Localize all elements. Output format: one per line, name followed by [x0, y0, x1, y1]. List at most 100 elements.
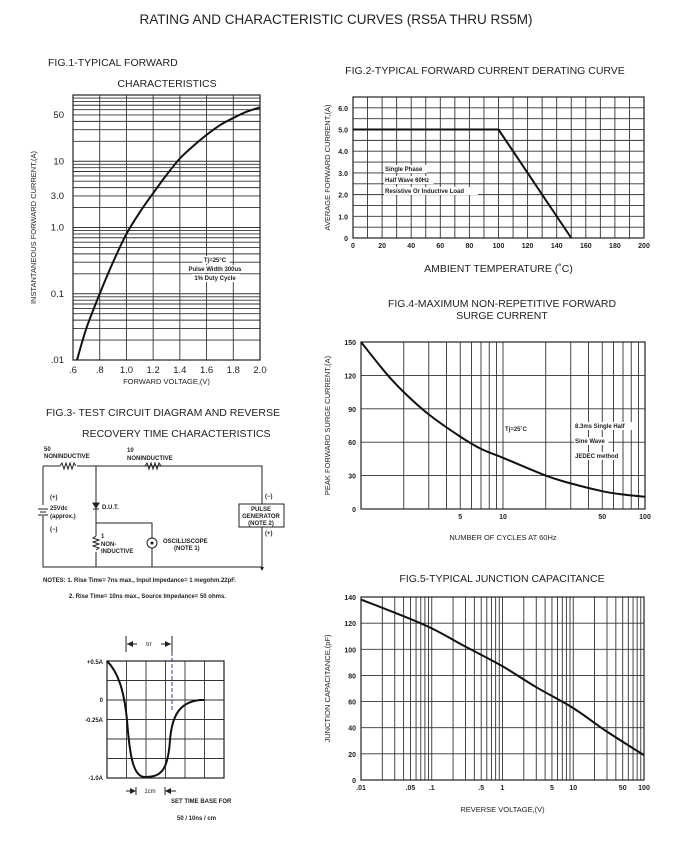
trr-dimension [125, 636, 173, 652]
x-tick-label: 50 [619, 785, 627, 792]
y-tick-label: 0 [352, 778, 356, 785]
fig3-test-circuit: FIG.3- TEST CIRCUIT DIAGRAM AND REVERSE … [38, 407, 285, 600]
x-tick-label: .6 [69, 365, 77, 376]
x-tick-label: 100 [638, 785, 650, 792]
r1-type: NONINDUCTIVE [44, 454, 90, 460]
battery-icon [38, 508, 48, 516]
x-axis-title: NUMBER OF CYCLES AT 60Hz [449, 533, 556, 542]
r1-value: 50 [44, 447, 51, 453]
r3-value: 1 [101, 534, 105, 540]
circuit-inner-wires [95, 466, 153, 567]
x-tick-label: 1 [501, 785, 505, 792]
fig2-derating-curve-chart: FIG.2-TYPICAL FORWARD CURRENT DERATING C… [323, 65, 650, 275]
x-tick-label: 10 [569, 785, 577, 792]
scale-label: 1cm [144, 789, 155, 795]
note-2: 2. Rise Time= 10ns max., Source Impedanc… [69, 594, 226, 600]
pulse-gen-plus: (+) [265, 531, 273, 537]
y-tick-label: 90 [348, 407, 356, 414]
y-tick-label: 2.0 [338, 193, 348, 200]
y-tick-label: 50 [53, 110, 64, 121]
battery-approx: (approx.) [50, 514, 76, 520]
r2-value: 10 [127, 448, 134, 454]
chart-annotation: Sine Wave [575, 439, 605, 445]
chart-annotation: Tj=25°C [204, 258, 227, 264]
fig5-junction-capacitance-chart: FIG.5-TYPICAL JUNCTION CAPACITANCE .01 .0… [323, 573, 650, 814]
fig5-title: FIG.5-TYPICAL JUNCTION CAPACITANCE [399, 573, 604, 585]
y-tick-label: 0 [352, 507, 356, 514]
x-tick-label: 200 [638, 243, 650, 250]
y-tick-label: 10 [53, 156, 64, 167]
x-tick-label: 100 [639, 514, 651, 521]
x-tick-label: 60 [436, 243, 444, 250]
plot-frame [360, 596, 645, 781]
waveform-frame [106, 660, 225, 779]
wave-y-label-plus05: +0.5A [87, 660, 104, 666]
x-tick-label: 5 [458, 514, 462, 521]
pulse-gen-line2: GENERATOR [242, 514, 280, 520]
y-tick-label: 30 [348, 474, 356, 481]
x-tick-label: 100 [493, 243, 505, 250]
chart-annotation: 1% Duty Cycle [194, 276, 236, 282]
series-curve [76, 106, 261, 361]
x-tick-label: 5 [550, 785, 554, 792]
x-tick-label: 180 [609, 243, 621, 250]
trr-label: trr [146, 642, 152, 648]
annotation-background [574, 437, 609, 445]
annotation-background [574, 452, 620, 460]
y-tick-label: 60 [348, 440, 356, 447]
x-tick-label: .01 [356, 785, 366, 792]
x-tick-label: .8 [96, 365, 104, 376]
fig4-surge-current-chart: FIG.4-MAXIMUM NON-REPETITIVE FORWARD SUR… [323, 298, 651, 542]
plot-frame [352, 96, 645, 239]
timebase-line2: 50 / 10ns / cm [177, 816, 216, 822]
y-tick-label: 150 [344, 340, 356, 347]
annotation-background [574, 422, 638, 430]
annotation-background [202, 256, 230, 264]
y-tick-label: 1.0 [51, 223, 64, 234]
resistor-50-icon [59, 461, 77, 471]
wave-y-label-minus1: -1.0A [88, 776, 103, 782]
resistor-10-icon [144, 461, 162, 471]
x-axis-title: REVERSE VOLTAGE,(V) [460, 805, 545, 814]
x-tick-label: 1.4 [173, 365, 186, 376]
annotation-background [384, 187, 478, 195]
chart-annotation: Resistive Or Inductive Load [385, 189, 464, 195]
x-tick-label: 80 [466, 243, 474, 250]
chart-annotation-tj: Tj=25˚C [505, 426, 528, 433]
y-axis-title: JUNCTION CAPACITANCE,(pF) [323, 634, 332, 743]
y-tick-label: 3.0 [338, 171, 348, 178]
fig4-title-line1: FIG.4-MAXIMUM NON-REPETITIVE FORWARD [388, 298, 617, 310]
x-tick-label: 1.8 [227, 365, 240, 376]
oscilloscope-note: (NOTE 1) [174, 546, 200, 552]
circuit-wires [42, 465, 263, 568]
x-tick-label: 1.2 [147, 365, 160, 376]
x-tick-label: .5 [478, 785, 484, 792]
x-tick-label: 20 [378, 243, 386, 250]
chart-annotation: JEDEC method [575, 454, 619, 460]
x-tick-label: 160 [580, 243, 592, 250]
pulse-gen-minus: (−) [265, 494, 273, 500]
plot-frame [72, 94, 261, 361]
series-curve [360, 598, 645, 757]
reverse-recovery-waveform: trr +0.5A 0 -0.25A -1.0A 1cm SET TIME BA… [85, 636, 232, 822]
oscilloscope-label: OSCILLISCOPE [163, 539, 208, 545]
y-tick-label: 3.0 [51, 191, 64, 202]
y-tick-label: 120 [344, 621, 356, 628]
plot-frame [360, 341, 646, 510]
annotation-background [184, 265, 248, 273]
x-tick-label: 1.0 [120, 365, 133, 376]
y-tick-label: 1.0 [338, 214, 348, 221]
timebase-line1: SET TIME BASE FOR [171, 799, 232, 805]
y-tick-label: .01 [51, 355, 64, 366]
wave-y-label-0: 0 [100, 698, 104, 704]
r3-type-line2: INDUCTIVE [101, 549, 133, 555]
annotation-background [384, 165, 427, 173]
x-tick-label: 120 [522, 243, 534, 250]
battery-voltage: 25Vdc [50, 506, 68, 512]
fig2-title: FIG.2-TYPICAL FORWARD CURRENT DERATING C… [345, 65, 625, 77]
x-tick-label: 10 [499, 514, 507, 521]
fig1-title-line2: CHARACTERISTICS [117, 78, 216, 90]
x-tick-label: .1 [429, 785, 435, 792]
y-tick-label: 0 [344, 236, 348, 243]
annotation-background [191, 274, 241, 282]
